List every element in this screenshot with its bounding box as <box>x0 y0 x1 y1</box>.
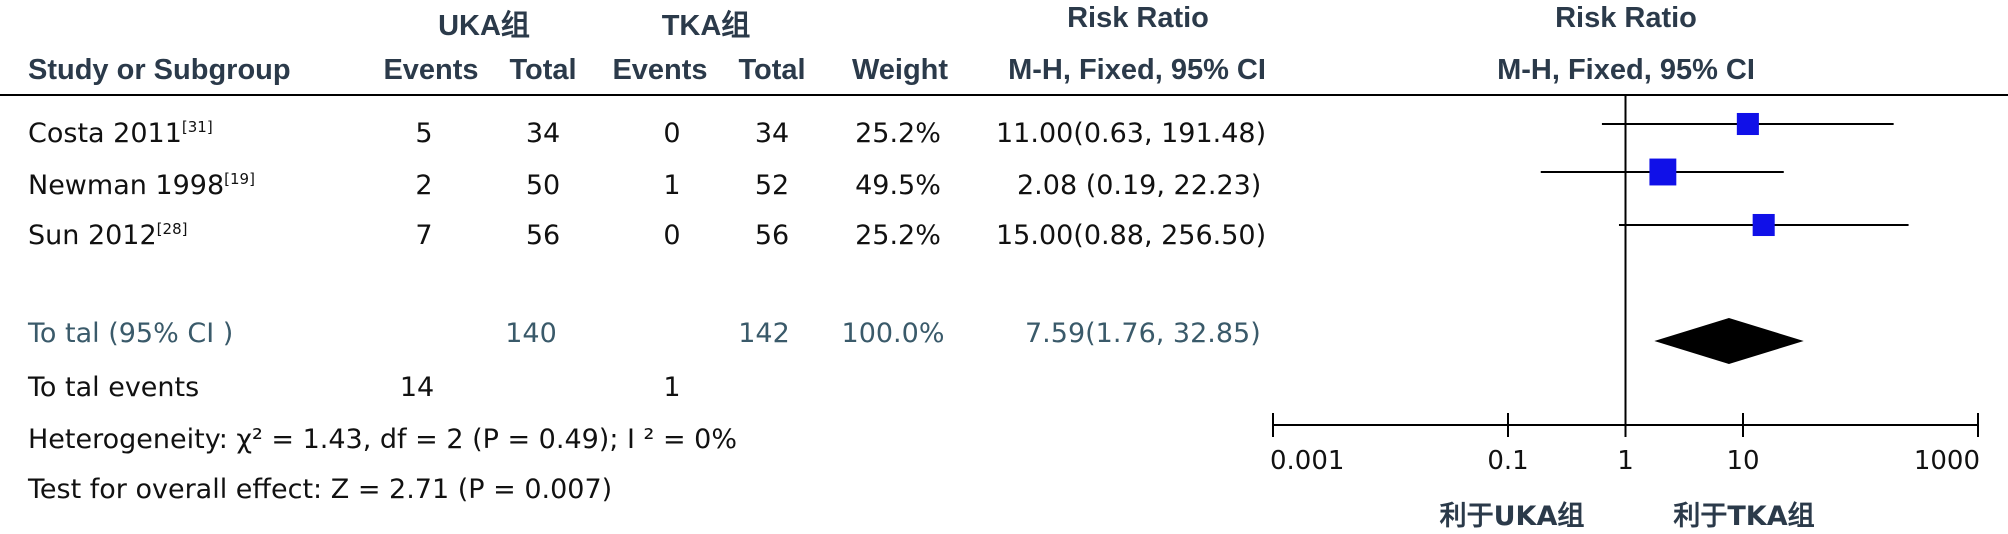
total2-cell: 34 <box>754 118 790 149</box>
x-axis-tick-label: 1000 <box>1913 446 1980 476</box>
ci-cell: 11.00(0.63, 191.48) <box>996 118 1267 149</box>
study-ref: [28] <box>156 220 188 238</box>
study-point-estimate <box>1752 213 1775 237</box>
total-ci: 7.59(1.76, 32.85) <box>1025 318 1261 349</box>
total1-column-header: Total <box>509 54 577 86</box>
events2-column-header: Events <box>612 54 708 86</box>
total-events2: 1 <box>663 372 681 403</box>
study-point-estimate <box>1736 112 1759 136</box>
study-name-text: Sun 2012 <box>28 220 157 251</box>
method-plot-header: M-H, Fixed, 95% CI <box>1497 54 1755 86</box>
events1-cell: 5 <box>415 118 433 149</box>
weight-column-header: Weight <box>851 54 949 86</box>
total2-sum: 142 <box>738 318 790 349</box>
total2-cell: 52 <box>754 170 790 201</box>
total1-cell: 34 <box>525 118 561 149</box>
x-axis-tick-label: 0.1 <box>1487 446 1529 476</box>
events2-cell: 0 <box>663 118 681 149</box>
x-axis-tick-label: 1 <box>1617 446 1634 476</box>
weight-cell: 49.5% <box>855 170 941 201</box>
events2-cell: 1 <box>663 170 681 201</box>
total1-cell: 50 <box>525 170 561 201</box>
x-axis-tick-label: 10 <box>1726 446 1760 476</box>
study-name-text: Newman 1998 <box>28 170 225 201</box>
overall-effect-text: Test for overall effect: Z = 2.71 (P = 0… <box>28 474 613 505</box>
study-column-header: Study or Subgroup <box>28 54 291 86</box>
total-events-label: To tal events <box>28 372 200 403</box>
risk-ratio-table-header: Risk Ratio <box>1067 2 1209 34</box>
study-point-estimate <box>1649 158 1677 186</box>
study-name: Sun 2012[28] <box>28 220 187 251</box>
total-events1: 14 <box>399 372 435 403</box>
group2-header: TKA组 <box>661 10 751 42</box>
pooled-estimate-diamond <box>1654 318 1804 364</box>
risk-ratio-plot-header: Risk Ratio <box>1555 2 1697 34</box>
favours-right-label: 利于TKA组 <box>1673 501 1815 532</box>
study-ref: [19] <box>224 170 255 188</box>
favours-left-label: 利于UKA组 <box>1439 501 1585 532</box>
total-weight: 100.0% <box>841 318 945 349</box>
header-rule <box>0 94 2008 96</box>
total2-cell: 56 <box>754 220 790 251</box>
study-name-text: Costa 2011 <box>28 118 182 149</box>
weight-cell: 25.2% <box>855 118 941 149</box>
total1-sum: 140 <box>505 318 557 349</box>
events1-column-header: Events <box>383 54 479 86</box>
events1-cell: 7 <box>415 220 433 251</box>
ci-cell: 15.00(0.88, 256.50) <box>996 220 1267 251</box>
events1-cell: 2 <box>415 170 433 201</box>
total-label: To tal (95% CI ) <box>28 318 234 349</box>
study-name: Costa 2011[31] <box>28 118 213 149</box>
total1-cell: 56 <box>525 220 561 251</box>
weight-cell: 25.2% <box>855 220 941 251</box>
total2-column-header: Total <box>738 54 806 86</box>
method-table-header: M-H, Fixed, 95% CI <box>1008 54 1266 86</box>
study-name: Newman 1998[19] <box>28 170 255 201</box>
x-axis-tick-label: 0.001 <box>1270 446 1345 476</box>
ci-cell: 2.08 (0.19, 22.23) <box>1017 170 1262 201</box>
events2-cell: 0 <box>663 220 681 251</box>
group1-header: UKA组 <box>438 10 530 42</box>
heterogeneity-text: Heterogeneity: χ² = 1.43, df = 2 (P = 0.… <box>28 424 738 455</box>
study-ref: [31] <box>181 118 213 136</box>
